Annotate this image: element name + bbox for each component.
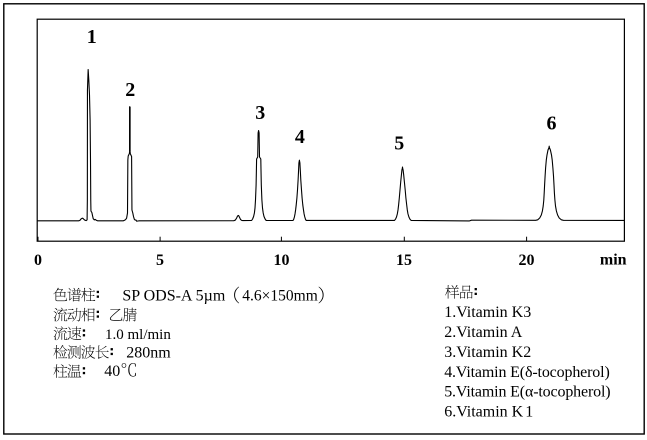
svg-text:4.Vitamin E(δ-tocopherol): 4.Vitamin E(δ-tocopherol) [444, 364, 609, 381]
svg-text:2: 2 [125, 79, 135, 101]
svg-text:min: min [600, 252, 627, 269]
svg-text:5: 5 [394, 132, 404, 154]
svg-text:4.6×150mm: 4.6×150mm [242, 287, 317, 304]
svg-text:1: 1 [87, 26, 97, 48]
svg-text:3.Vitamin K2: 3.Vitamin K2 [444, 344, 531, 361]
svg-text:10: 10 [274, 252, 290, 269]
svg-text:280nm: 280nm [126, 345, 171, 362]
svg-text:6.Vitamin K1: 6.Vitamin K1 [444, 404, 533, 421]
svg-text:SP ODS-A 5µm: SP ODS-A 5µm [122, 287, 225, 304]
svg-text:2.Vitamin A: 2.Vitamin A [444, 324, 523, 341]
svg-text:4: 4 [295, 126, 305, 148]
svg-text:15: 15 [396, 252, 412, 269]
svg-text:5: 5 [156, 252, 164, 269]
svg-text:20: 20 [519, 252, 535, 269]
svg-text:1.0 ml/min: 1.0 ml/min [105, 327, 171, 343]
svg-text:0: 0 [34, 252, 42, 269]
svg-text:6: 6 [547, 113, 557, 135]
svg-text:1.Vitamin K3: 1.Vitamin K3 [444, 304, 531, 321]
svg-text:40: 40 [104, 363, 120, 380]
svg-text:3: 3 [255, 102, 265, 124]
svg-text:5.Vitamin E(α-tocopherol): 5.Vitamin E(α-tocopherol) [444, 384, 610, 401]
